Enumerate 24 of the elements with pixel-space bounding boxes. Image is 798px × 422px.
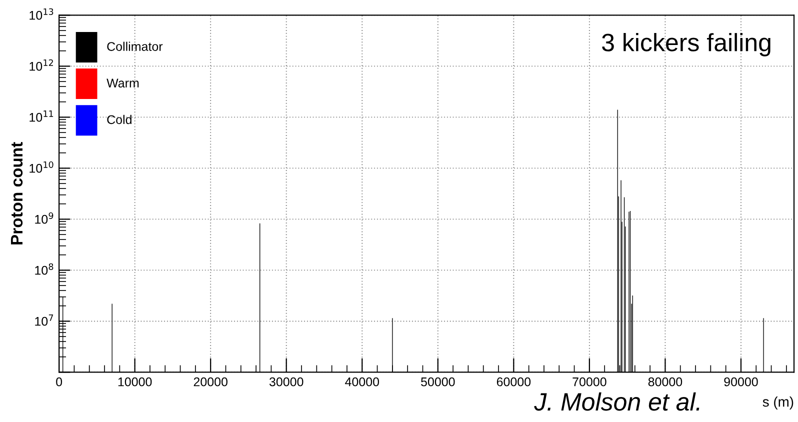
x-tick-label: 60000 [496,377,531,386]
legend-label: Cold [107,114,132,124]
y-tick-label: 10$^{13}$ [30,8,54,20]
x-tick-label: 80000 [648,377,682,386]
x-tick-label: 30000 [269,377,304,386]
x-tick-label: 10000 [118,377,152,386]
text: J. Molson et al. [534,392,700,411]
y-tick-label: 10$^{12}$ [30,59,53,71]
x-tick-label: 20000 [194,377,228,386]
y-tick-label: 10$^{9}$ [35,212,54,224]
y-tick-label: 10$^{11}$ [30,110,54,122]
x-tick-label: 50000 [421,377,455,386]
legend-label: Warm [106,78,139,88]
y-axis-title: Proton count [10,142,23,244]
x-tick-label: 90000 [724,377,758,386]
annotation: 3 kickers failing [602,33,770,56]
y-tick-label: 10$^{10}$ [30,161,54,173]
y-tick-label: 10$^{7}$ [35,314,54,326]
x-tick-label: 40000 [345,377,380,386]
legend-label: Collimator [107,42,163,51]
y-tick-label: 10$^{8}$ [35,263,54,275]
x-tick-label: 70000 [572,377,606,386]
x-axis-title: s (m) [762,396,794,410]
x-tick-label: 0 [56,377,62,386]
